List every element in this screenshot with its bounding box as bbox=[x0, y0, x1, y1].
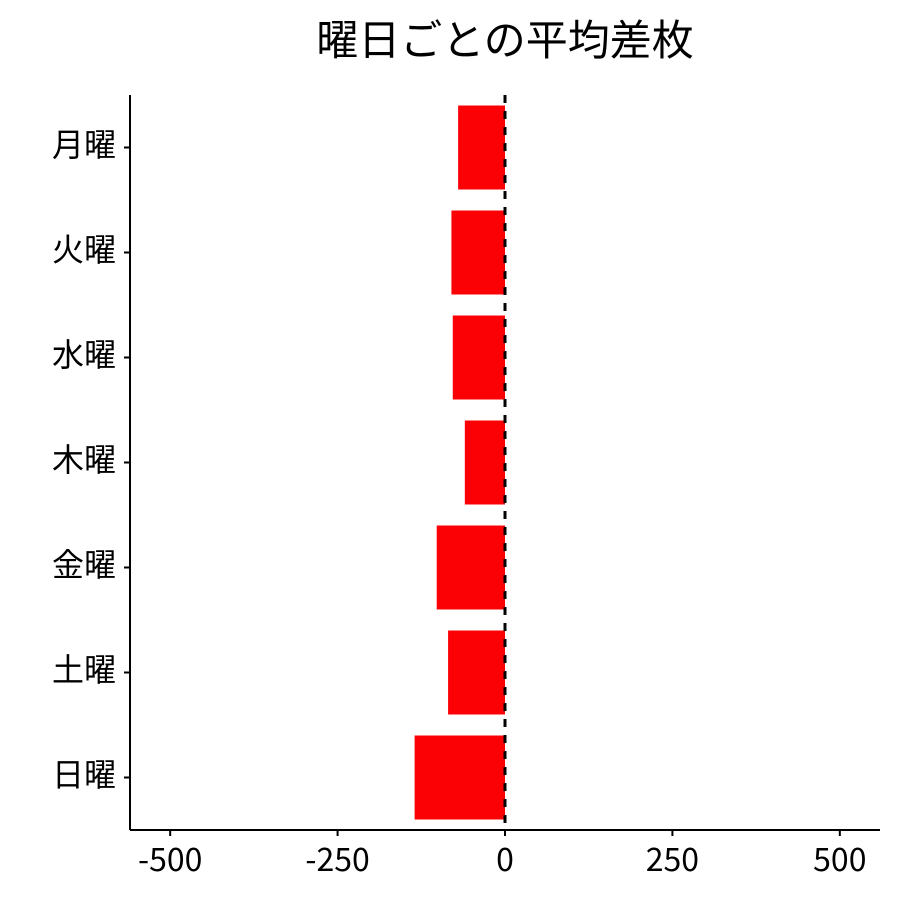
y-tick-label: 火曜 bbox=[52, 225, 116, 271]
bar bbox=[448, 631, 505, 715]
y-tick-label: 日曜 bbox=[52, 750, 116, 796]
x-tick-label: 0 bbox=[496, 835, 514, 881]
chart-title: 曜日ごとの平均差枚 bbox=[316, 7, 694, 68]
y-tick-label: 木曜 bbox=[52, 435, 116, 481]
bar bbox=[437, 526, 505, 610]
y-tick-label: 金曜 bbox=[52, 540, 116, 586]
bar bbox=[453, 316, 505, 400]
y-tick-label: 月曜 bbox=[52, 120, 116, 166]
y-tick-label: 水曜 bbox=[52, 330, 116, 376]
y-ticks-group: 月曜火曜水曜木曜金曜土曜日曜 bbox=[52, 120, 130, 796]
bars-group bbox=[415, 106, 505, 820]
bar bbox=[451, 211, 505, 295]
x-tick-label: -250 bbox=[305, 835, 369, 881]
x-tick-label: -500 bbox=[138, 835, 202, 881]
chart-svg: 曜日ごとの平均差枚 -500 -250 0 250 500 月曜火曜水曜木曜金曜土曜日曜 bbox=[0, 0, 900, 900]
y-tick-label: 土曜 bbox=[52, 645, 116, 691]
chart-container: 曜日ごとの平均差枚 -500 -250 0 250 500 月曜火曜水曜木曜金曜土曜日曜 bbox=[0, 0, 900, 900]
bar bbox=[458, 106, 505, 190]
bar bbox=[415, 736, 505, 820]
x-tick-label: 250 bbox=[646, 835, 699, 881]
x-tick-label: 500 bbox=[813, 835, 866, 881]
bar bbox=[465, 421, 505, 505]
x-ticks-group: -500 -250 0 250 500 bbox=[138, 830, 866, 881]
